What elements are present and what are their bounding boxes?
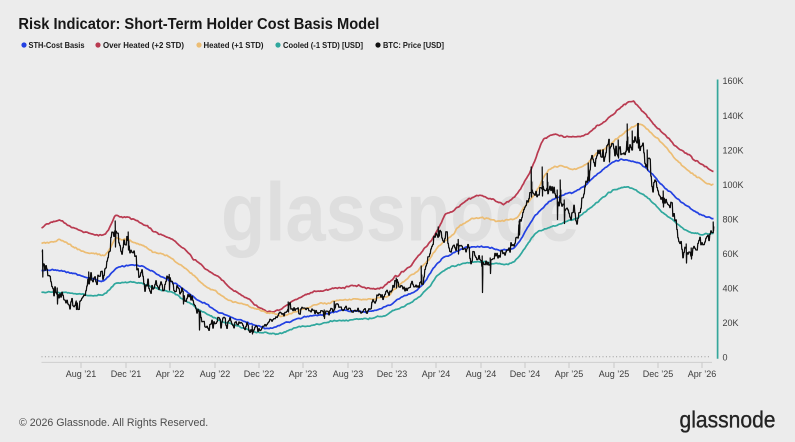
svg-text:Aug ’22: Aug ’22 [200,369,231,379]
svg-text:Apr ’23: Apr ’23 [289,369,318,379]
svg-text:Dec ’22: Dec ’22 [244,369,275,379]
svg-text:Dec ’25: Dec ’25 [643,369,674,379]
svg-text:60K: 60K [723,249,739,259]
svg-text:160K: 160K [723,76,744,86]
svg-text:Dec ’24: Dec ’24 [510,369,541,379]
svg-text:100K: 100K [723,180,744,190]
svg-text:BTC: Price [USD]: BTC: Price [USD] [383,40,444,50]
svg-text:Dec ’23: Dec ’23 [377,369,408,379]
svg-text:Aug ’24: Aug ’24 [466,369,497,379]
svg-text:Aug ’23: Aug ’23 [333,369,364,379]
svg-text:Apr ’22: Apr ’22 [156,369,185,379]
svg-text:Heated (+1 STD): Heated (+1 STD) [204,40,264,50]
svg-text:STH-Cost Basis: STH-Cost Basis [29,40,85,50]
svg-text:Over Heated (+2 STD): Over Heated (+2 STD) [103,40,184,50]
svg-text:40K: 40K [723,284,739,294]
svg-text:Aug ’25: Aug ’25 [599,369,630,379]
svg-text:Aug ’21: Aug ’21 [66,369,97,379]
svg-text:0: 0 [723,353,728,363]
svg-text:glassnode: glassnode [221,166,579,259]
svg-text:140K: 140K [723,111,744,121]
svg-text:Apr ’26: Apr ’26 [688,369,717,379]
svg-text:120K: 120K [723,145,744,155]
svg-text:© 2026 Glassnode. All Rights R: © 2026 Glassnode. All Rights Reserved. [19,417,208,429]
svg-text:20K: 20K [723,318,739,328]
svg-text:Apr ’24: Apr ’24 [422,369,451,379]
svg-text:Cooled (-1 STD) [USD]: Cooled (-1 STD) [USD] [283,40,363,50]
svg-text:Dec ’21: Dec ’21 [111,369,142,379]
svg-text:Risk Indicator: Short-Term Hol: Risk Indicator: Short-Term Holder Cost B… [18,16,379,33]
svg-text:80K: 80K [723,214,739,224]
svg-text:Apr ’25: Apr ’25 [555,369,584,379]
svg-text:glassnode: glassnode [680,406,776,432]
